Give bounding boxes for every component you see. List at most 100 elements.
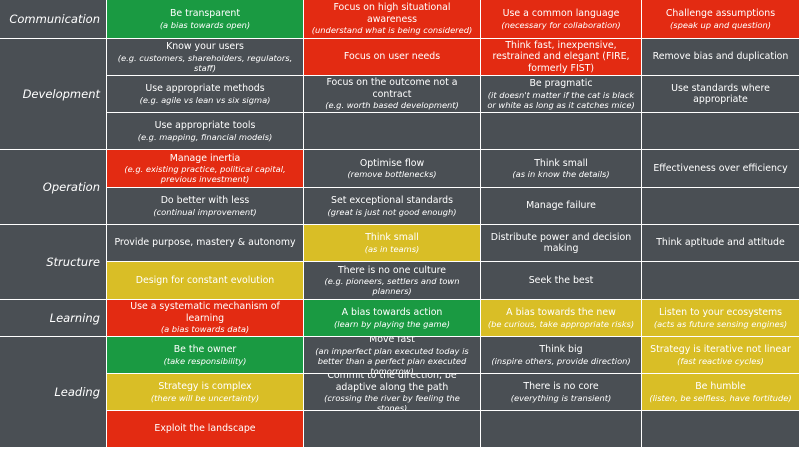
separator-line <box>641 76 642 112</box>
doctrine-cell: A bias towards action (learn by playing t… <box>304 300 480 336</box>
separator-line <box>641 225 642 261</box>
cell-main-text: Be transparent <box>169 8 240 20</box>
separator-line <box>480 113 481 149</box>
cell-sub-text: (everything is transient) <box>510 392 612 403</box>
separator-line <box>642 75 799 76</box>
cell-sub-text: (a bias towards open) <box>159 19 251 30</box>
doctrine-cell: Seek the best <box>481 262 641 299</box>
cell-sub-text: (an imperfect plan executed today is bet… <box>315 345 469 373</box>
doctrine-cell: Know your users (e.g. customers, sharehol… <box>107 39 303 75</box>
doctrine-cell: Think fast, inexpensive, restrained and … <box>481 39 641 75</box>
doctrine-cell: Strategy is complex (there will be uncert… <box>107 374 303 410</box>
cell-main-text: A bias towards the new <box>506 307 616 319</box>
doctrine-cell: Provide purpose, mastery & autonomy <box>107 225 303 261</box>
separator-line <box>641 113 642 149</box>
cell-sub-text: (listen, be selfless, have fortitude) <box>649 392 792 403</box>
cell-main-text: Move fast <box>369 337 415 346</box>
doctrine-cell: Set exceptional standards (great is just … <box>304 188 480 224</box>
cell-main-text: Manage failure <box>526 200 596 212</box>
cell-sub-text: (inspire others, provide direction) <box>491 355 631 366</box>
doctrine-cell <box>304 411 480 447</box>
cell-sub-text: (e.g. existing practice, political capit… <box>124 164 286 185</box>
doctrine-cell: Commit to the direction, be adaptive alo… <box>304 374 480 410</box>
cell-main-text: Use standards where appropriate <box>671 82 770 105</box>
category-label-operation: Operation <box>0 150 106 224</box>
cell-sub-text: (as in teams) <box>364 243 420 254</box>
doctrine-cell: Focus on the outcome not a contract (e.g.… <box>304 76 480 112</box>
cell-main-text: Do better with less <box>160 195 250 207</box>
doctrine-cell: Effectiveness over efficiency <box>642 150 799 187</box>
cell-main-text: Design for constant evolution <box>135 274 275 286</box>
cell-main-text: Distribute power and decision making <box>490 231 632 254</box>
cell-main-text: Listen to your ecosystems <box>659 307 782 319</box>
cell-main-text: Use appropriate tools <box>154 120 256 132</box>
cell-sub-text: (e.g. pioneers, settlers and town planne… <box>324 276 460 297</box>
cell-main-text: Strategy is complex <box>158 381 252 393</box>
separator-line <box>107 75 303 76</box>
separator-line <box>641 262 642 299</box>
doctrine-cell: Optimise flow (remove bottlenecks) <box>304 150 480 187</box>
cell-main-text: Effectiveness over efficiency <box>653 162 788 174</box>
category-label-leading: Leading <box>0 337 106 447</box>
doctrine-cell: Use a common language (necessary for coll… <box>481 0 641 38</box>
cell-main-text: Commit to the direction, be adaptive alo… <box>327 374 457 393</box>
doctrine-cell: Think small (as in know the details) <box>481 150 641 187</box>
doctrine-cell <box>304 113 480 149</box>
separator-line <box>480 188 481 224</box>
cell-main-text: There is no core <box>523 381 599 393</box>
doctrine-cell: Think small (as in teams) <box>304 225 480 261</box>
cell-sub-text: (e.g. mapping, financial models) <box>137 131 273 142</box>
doctrine-cell: Challenge assumptions (speak up and quest… <box>642 0 799 38</box>
doctrine-cell: Be pragmatic (it doesn't matter if the ca… <box>481 76 641 112</box>
doctrine-cell: Use a systematic mechanism of learning (a… <box>107 300 303 336</box>
cell-main-text: Know your users <box>166 41 244 53</box>
doctrine-cell: A bias towards the new (be curious, take … <box>481 300 641 336</box>
doctrine-cell: Distribute power and decision making <box>481 225 641 261</box>
cell-main-text: Focus on high situational awareness <box>333 2 451 25</box>
cell-main-text: Exploit the landscape <box>154 423 256 435</box>
doctrine-cell: Manage failure <box>481 188 641 224</box>
separator-line <box>304 373 480 374</box>
separator-line <box>642 112 799 113</box>
doctrine-cell: Strategy is iterative not linear (fast re… <box>642 337 799 373</box>
doctrine-cell: Remove bias and duplication <box>642 39 799 75</box>
cell-main-text: Be humble <box>695 381 746 393</box>
doctrine-cell: Listen to your ecosystems (acts as future… <box>642 300 799 336</box>
cell-main-text: Use a common language <box>502 8 620 20</box>
separator-line <box>303 76 304 112</box>
separator-line <box>480 262 481 299</box>
doctrine-cell: Use standards where appropriate <box>642 76 799 112</box>
doctrine-cell <box>642 188 799 224</box>
doctrine-cell: Focus on user needs <box>304 39 480 75</box>
cell-sub-text: (understand what is being considered) <box>311 25 473 36</box>
separator-line <box>304 410 480 411</box>
doctrine-cell <box>642 113 799 149</box>
cell-main-text: Remove bias and duplication <box>652 51 789 63</box>
doctrine-cell: Focus on high situational awareness (unde… <box>304 0 480 38</box>
separator-line <box>641 411 642 447</box>
doctrine-cell <box>642 262 799 299</box>
cell-sub-text: (continual improvement) <box>153 206 257 217</box>
doctrine-cell: Design for constant evolution <box>107 262 303 299</box>
cell-main-text: Manage inertia <box>169 152 241 164</box>
category-label-communication: Communication <box>0 0 106 38</box>
cell-sub-text: (crossing the river by feeling the stone… <box>324 393 460 410</box>
category-label-structure: Structure <box>0 225 106 299</box>
separator-line <box>304 112 480 113</box>
cell-main-text: Think fast, inexpensive, restrained and … <box>492 39 630 74</box>
category-label-learning: Learning <box>0 300 106 336</box>
cell-main-text: Think big <box>539 344 583 356</box>
doctrine-cell: Be humble (listen, be selfless, have fort… <box>642 374 799 410</box>
cell-sub-text: (as in know the details) <box>512 169 610 180</box>
separator-line <box>481 112 641 113</box>
cell-main-text: Use a systematic mechanism of learning <box>130 301 280 324</box>
cell-main-text: Use appropriate methods <box>145 83 265 95</box>
doctrine-cell: Be the owner (take responsibility) <box>107 337 303 373</box>
cell-main-text: A bias towards action <box>341 307 443 319</box>
separator-line <box>480 337 481 373</box>
separator-line <box>107 112 303 113</box>
doctrine-cell: Manage inertia (e.g. existing practice, p… <box>107 150 303 187</box>
separator-line <box>481 187 641 188</box>
separator-line <box>480 374 481 410</box>
doctrine-cell: Do better with less (continual improvemen… <box>107 188 303 224</box>
